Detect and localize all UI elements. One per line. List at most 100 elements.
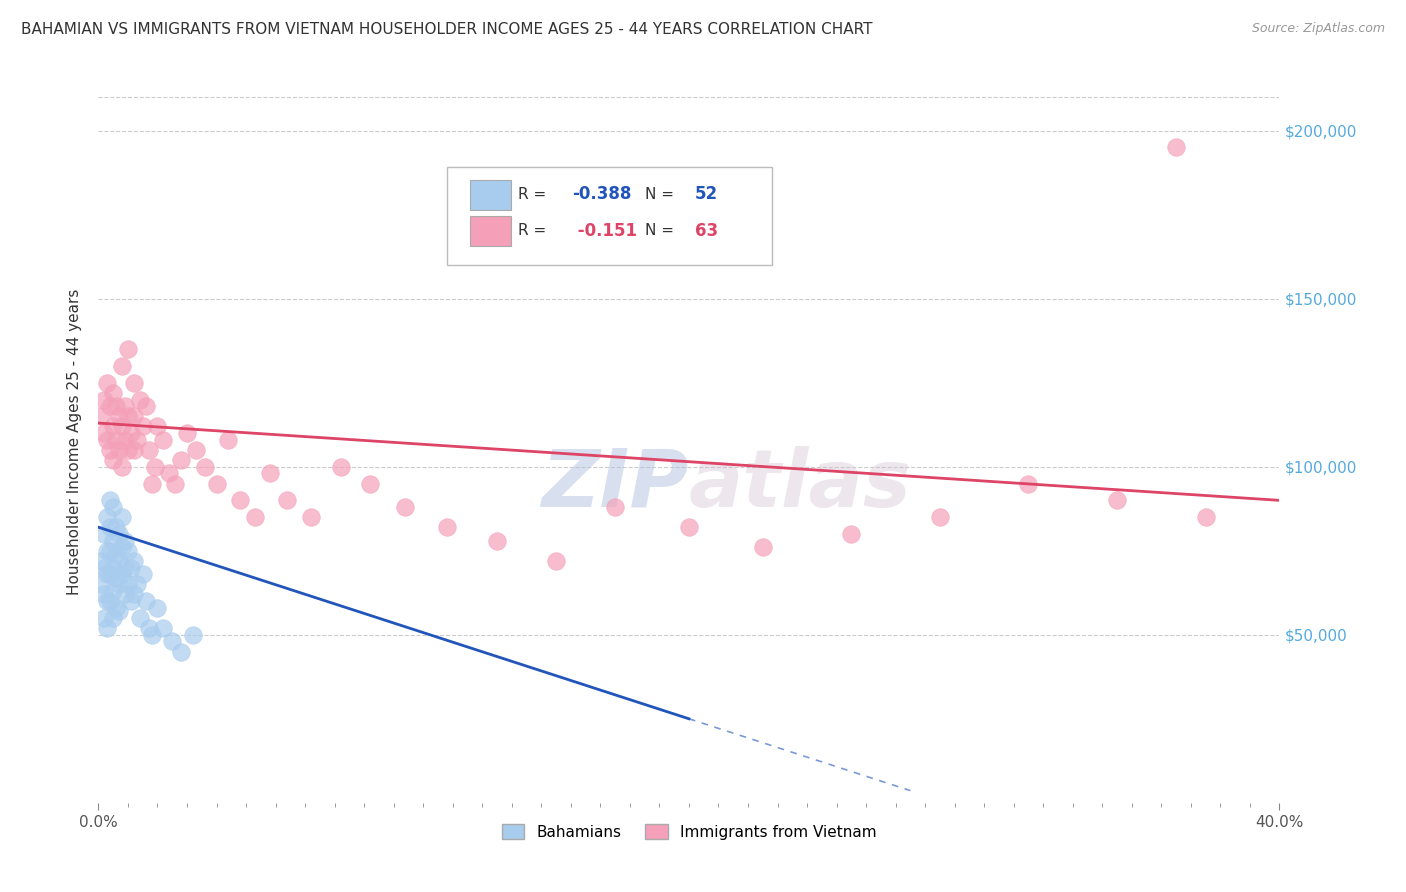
Point: [170, 644, 193, 658]
Point: [1166, 140, 1188, 154]
Point: [108, 409, 131, 424]
Point: [96, 621, 118, 635]
Point: [111, 419, 134, 434]
Point: [135, 594, 157, 608]
Point: [117, 409, 139, 424]
Point: [90, 577, 112, 591]
Point: [114, 587, 136, 601]
Point: [194, 459, 217, 474]
Point: [146, 419, 169, 434]
Point: [96, 567, 118, 582]
Point: [605, 500, 627, 514]
Point: [103, 419, 125, 434]
Point: [678, 520, 700, 534]
Point: [157, 467, 180, 481]
Point: [105, 547, 128, 561]
Point: [98, 493, 121, 508]
Point: [138, 621, 160, 635]
Point: [93, 587, 115, 601]
FancyBboxPatch shape: [471, 180, 510, 211]
Point: [114, 560, 136, 574]
Point: [1018, 476, 1040, 491]
Text: -0.151: -0.151: [572, 221, 637, 240]
Text: 52: 52: [695, 186, 718, 203]
Point: [111, 567, 134, 582]
Point: [128, 611, 150, 625]
Point: [276, 493, 298, 508]
Point: [929, 510, 952, 524]
Point: [146, 600, 169, 615]
Point: [103, 560, 125, 574]
Point: [103, 611, 125, 625]
Text: N =: N =: [645, 223, 679, 238]
Point: [108, 442, 131, 457]
Point: [1195, 510, 1218, 524]
Point: [114, 533, 136, 548]
Point: [329, 459, 352, 474]
Point: [165, 476, 187, 491]
Point: [93, 527, 115, 541]
Text: R =: R =: [517, 223, 551, 238]
Point: [93, 392, 115, 407]
Point: [122, 409, 145, 424]
Point: [98, 442, 121, 457]
Point: [111, 459, 134, 474]
Point: [135, 399, 157, 413]
Text: ZIP: ZIP: [541, 446, 689, 524]
Point: [117, 342, 139, 356]
Point: [98, 543, 121, 558]
Point: [96, 510, 118, 524]
Point: [132, 419, 155, 434]
Text: N =: N =: [645, 187, 679, 202]
Text: 63: 63: [695, 221, 718, 240]
Point: [259, 467, 281, 481]
Point: [108, 577, 131, 591]
Text: BAHAMIAN VS IMMIGRANTS FROM VIETNAM HOUSEHOLDER INCOME AGES 25 - 44 YEARS CORREL: BAHAMIAN VS IMMIGRANTS FROM VIETNAM HOUS…: [21, 22, 873, 37]
Point: [108, 554, 131, 568]
Point: [90, 554, 112, 568]
Point: [394, 500, 416, 514]
Point: [111, 510, 134, 524]
Point: [103, 453, 125, 467]
Point: [96, 433, 118, 447]
Point: [120, 560, 142, 574]
Point: [359, 476, 381, 491]
Point: [120, 594, 142, 608]
Point: [105, 520, 128, 534]
Point: [90, 409, 112, 424]
Point: [105, 571, 128, 585]
Point: [105, 399, 128, 413]
Point: [125, 577, 148, 591]
Point: [117, 442, 139, 457]
Text: Source: ZipAtlas.com: Source: ZipAtlas.com: [1251, 22, 1385, 36]
Point: [184, 442, 207, 457]
Point: [114, 433, 136, 447]
Point: [132, 567, 155, 582]
Point: [103, 533, 125, 548]
Point: [93, 611, 115, 625]
Point: [96, 543, 118, 558]
Point: [98, 399, 121, 413]
Point: [125, 433, 148, 447]
Point: [1107, 493, 1129, 508]
Point: [98, 594, 121, 608]
FancyBboxPatch shape: [471, 216, 510, 246]
Point: [93, 560, 115, 574]
Point: [152, 621, 174, 635]
Point: [105, 600, 128, 615]
Point: [122, 376, 145, 390]
Point: [229, 493, 252, 508]
Point: [111, 541, 134, 555]
Point: [143, 459, 166, 474]
Point: [117, 543, 139, 558]
Point: [98, 520, 121, 534]
Point: [243, 510, 266, 524]
Point: [170, 453, 193, 467]
Point: [103, 500, 125, 514]
Point: [299, 510, 322, 524]
Point: [141, 628, 163, 642]
Point: [841, 527, 863, 541]
Point: [103, 385, 125, 400]
Point: [105, 433, 128, 447]
Point: [486, 533, 509, 548]
